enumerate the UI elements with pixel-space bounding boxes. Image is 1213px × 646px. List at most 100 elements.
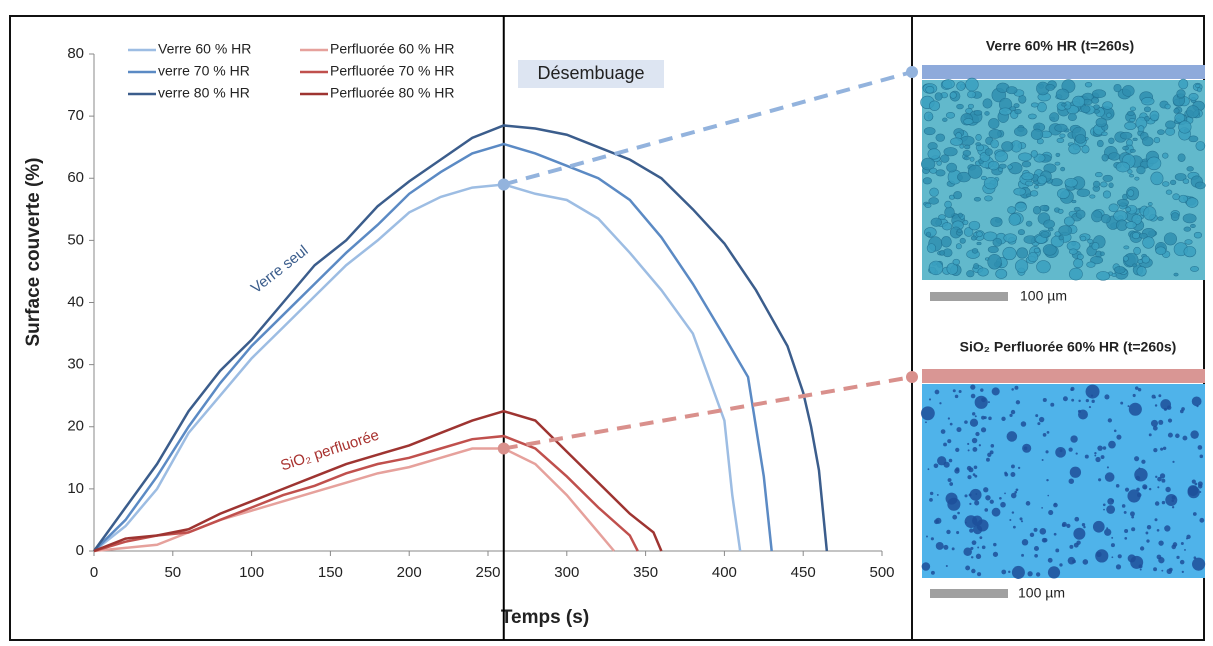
droplet [984,195,993,202]
droplet [929,167,938,174]
droplet [1160,447,1164,451]
y-tick-label: 50 [67,231,84,248]
droplet [947,417,951,420]
droplet [1033,545,1039,552]
droplet [921,562,931,571]
y-tick-label: 10 [67,480,84,497]
droplet [1178,194,1189,203]
x-tick-label: 150 [318,564,343,581]
droplet [967,103,974,109]
droplet [1056,188,1070,200]
droplet [1034,553,1038,558]
droplet [923,111,934,122]
droplet [928,398,932,401]
droplet [973,465,978,470]
droplet [1095,456,1101,463]
droplet [1141,97,1155,106]
droplet [1172,193,1180,201]
droplet [1102,503,1106,507]
droplet [970,546,974,550]
droplet [967,449,970,452]
annotation-box [518,60,664,88]
droplet [1199,491,1202,493]
droplet [1080,105,1091,114]
droplet [1023,446,1028,451]
droplet [1101,153,1109,162]
droplet [1001,416,1006,421]
droplet [944,200,952,209]
droplet [934,389,940,395]
droplet [930,570,935,575]
droplet [1037,175,1047,185]
droplet [1108,203,1119,213]
droplet [1086,261,1096,268]
droplet [1154,404,1158,407]
droplet [1055,152,1061,158]
droplet [1150,171,1164,186]
droplet [1157,129,1165,135]
droplet [1165,486,1171,493]
droplet [980,175,987,181]
droplet [1199,454,1204,459]
droplet [923,127,936,136]
droplet [956,530,960,535]
droplet [1015,488,1019,492]
droplet [1011,511,1015,514]
droplet [1145,531,1149,535]
droplet [1021,539,1029,546]
droplet [1096,271,1111,281]
droplet [983,177,999,190]
droplet [1068,447,1073,452]
droplet [952,514,958,520]
droplet [1170,212,1180,222]
droplet [956,103,964,110]
droplet [1131,214,1143,225]
connector [503,70,913,187]
series-line [93,142,773,552]
droplet [990,139,999,149]
droplet [1035,572,1041,577]
droplet [1036,101,1047,113]
droplet [1074,516,1080,522]
droplet [1127,110,1135,117]
droplet [1130,511,1135,517]
droplet [1047,557,1053,563]
droplet [984,148,993,156]
droplet [951,547,955,551]
droplet [1168,567,1173,572]
point [497,178,510,191]
droplet [971,568,976,574]
droplet [945,111,956,119]
legend-label: Perfluorée 80 % HR [330,85,455,101]
droplet [1143,106,1151,113]
droplet [1117,198,1129,207]
x-tick-label: 300 [554,564,579,581]
droplet [1078,399,1081,403]
connector-end [906,371,918,383]
droplet [1015,400,1021,405]
droplet [1085,399,1089,403]
droplet [1020,421,1027,427]
droplet [1125,221,1137,229]
droplet [1101,214,1111,224]
droplet [1047,494,1050,497]
droplet [1108,440,1116,449]
droplet [1033,527,1038,532]
droplet [1120,131,1133,140]
droplet [974,500,980,506]
droplet [972,515,983,526]
droplet [987,254,1002,270]
droplet [1058,235,1064,241]
droplet [1148,433,1152,437]
droplet [1010,464,1015,469]
droplet [1147,201,1153,207]
droplet [1049,112,1060,122]
droplet [939,402,942,405]
droplet [1114,266,1126,274]
legend-label: verre 70 % HR [158,63,250,79]
droplet [1110,543,1115,548]
droplet [1173,272,1179,277]
droplet [1185,537,1189,540]
droplet [1165,189,1173,195]
droplet [1054,123,1068,133]
